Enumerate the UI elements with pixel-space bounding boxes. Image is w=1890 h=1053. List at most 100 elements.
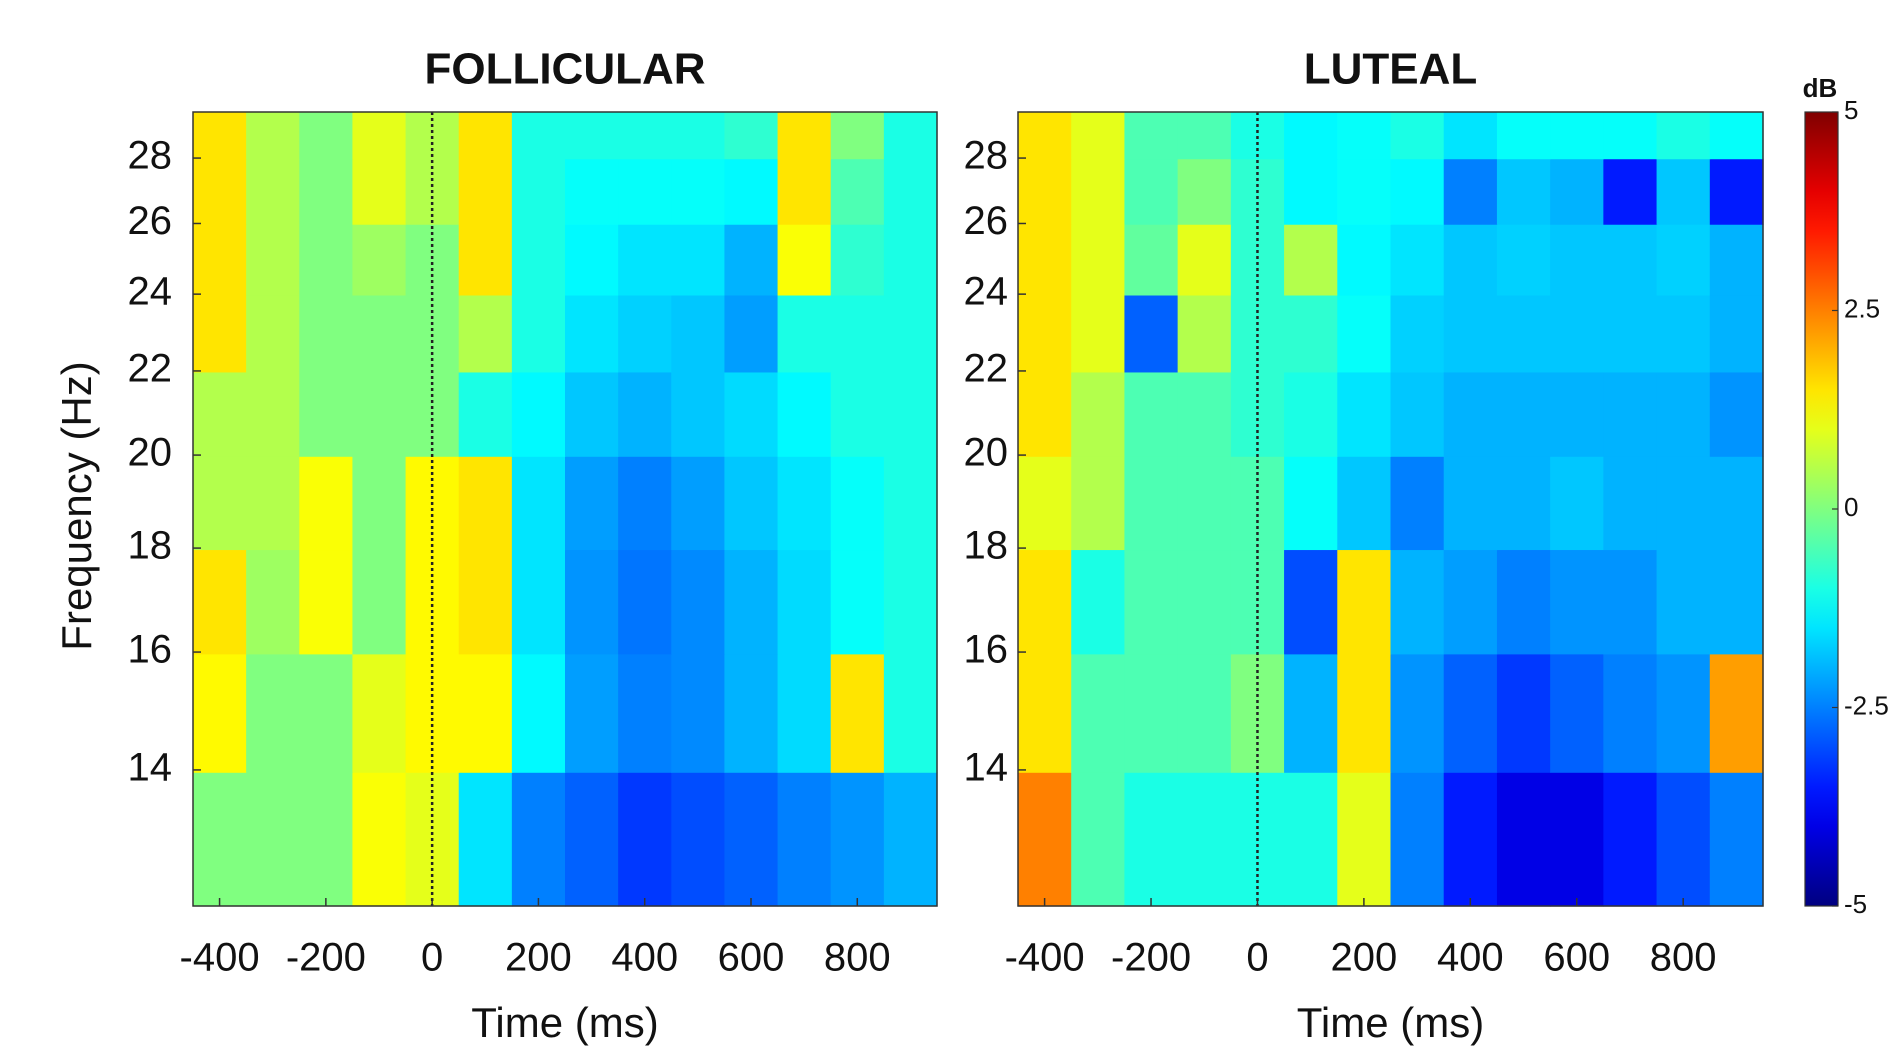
colorbar-tick-label: 0 [1844,492,1858,522]
heatmap-cell [565,112,619,160]
heatmap [1018,112,1764,907]
heatmap-cell [565,653,619,773]
heatmap-cell [1390,772,1445,907]
heatmap-cell [671,371,726,457]
heatmap-cell [1018,224,1072,296]
heatmap-cell [1230,224,1285,296]
heatmap-cell [511,653,566,773]
heatmap-cell [1337,112,1392,160]
heatmap-cell [1018,371,1072,457]
heatmap-cell [511,158,566,225]
heatmap-cell [246,112,300,160]
heatmap-cell [1337,653,1392,773]
heatmap-cell [193,772,247,907]
heatmap-cell [1443,549,1498,655]
heatmap-cell [1709,371,1764,457]
heatmap-cell [1071,456,1126,551]
heatmap-cell [618,549,672,655]
heatmap-cell [299,294,354,373]
heatmap-cell [1284,112,1338,160]
heatmap-cell [883,294,938,373]
heatmap-cell [246,158,300,225]
heatmap-cell [1337,371,1392,457]
heatmap-cell [830,371,885,457]
plot-frame [192,111,938,907]
y-tick-label: 14 [128,745,173,789]
heatmap-cell [565,371,619,457]
heatmap-cell [352,224,407,296]
y-tick-label: 28 [128,134,173,178]
heatmap-cell [1656,549,1711,655]
heatmap-cell [1603,294,1658,373]
heatmap-cell [671,653,726,773]
heatmap-cell [1337,549,1392,655]
heatmap-cell [1709,224,1764,296]
heatmap-cell [458,371,513,457]
x-tick-label: 800 [824,936,891,980]
heatmap-cell [1124,653,1179,773]
heatmap-cell [618,371,672,457]
x-tick-label: 600 [718,936,785,980]
heatmap-cell [1656,653,1711,773]
heatmap-cell [1550,653,1604,773]
heatmap-cell [1390,371,1445,457]
heatmap-cell [883,224,938,296]
heatmap [193,112,938,907]
heatmap-cell [1177,371,1232,457]
heatmap-cell [618,158,672,225]
heatmap-cell [777,371,832,457]
heatmap-cell [246,224,300,296]
heatmap-cell [1284,224,1338,296]
heatmap-cell [193,224,247,296]
heatmap-cell [1709,112,1764,160]
heatmap-cell [1337,158,1392,225]
heatmap-cell [1603,112,1658,160]
colorbar-tick-label: 5 [1844,95,1858,125]
heatmap-cell [1443,294,1498,373]
heatmap-cell [830,224,885,296]
heatmap-cell [352,371,407,457]
heatmap-cell [883,549,938,655]
heatmap-cell [671,224,726,296]
heatmap-cell [193,294,247,373]
heatmap-cell [777,294,832,373]
x-tick-label: 400 [611,936,678,980]
x-tick-label: 600 [1543,936,1610,980]
y-tick-label: 16 [964,628,1009,672]
x-axis-label: Time (ms) [471,999,658,1046]
heatmap-cell [193,158,247,225]
heatmap-cell [1177,456,1232,551]
heatmap-cell [1018,549,1072,655]
y-tick-label: 26 [128,199,173,243]
x-tick-label: 200 [1331,936,1398,980]
y-tick-label: 14 [964,745,1009,789]
heatmap-cell [299,158,354,225]
heatmap-cell [671,294,726,373]
heatmap-cell [1443,112,1498,160]
heatmap-cell [565,772,619,907]
heatmap-cell [724,224,779,296]
heatmap-cell [777,456,832,551]
colorbar-tick-label: 2.5 [1844,293,1880,323]
heatmap-cell [1018,456,1072,551]
heatmap-cell [352,112,407,160]
heatmap-cell [352,294,407,373]
heatmap-cell [724,294,779,373]
heatmap-cell [1124,456,1179,551]
heatmap-cell [830,772,885,907]
heatmap-cell [565,549,619,655]
heatmap-cell [1177,158,1232,225]
heatmap-cell [458,456,513,551]
chart-title: LUTEAL [1304,45,1478,94]
heatmap-cell [1018,158,1072,225]
heatmap-cell [1603,549,1658,655]
heatmap-cell [671,456,726,551]
y-tick-label: 28 [964,134,1009,178]
heatmap-cell [883,653,938,773]
x-tick-label: 0 [1246,936,1268,980]
heatmap-cell [193,456,247,551]
heatmap-cell [1550,158,1604,225]
heatmap-cell [458,294,513,373]
heatmap-cell [1284,456,1338,551]
heatmap-cell [724,772,779,907]
